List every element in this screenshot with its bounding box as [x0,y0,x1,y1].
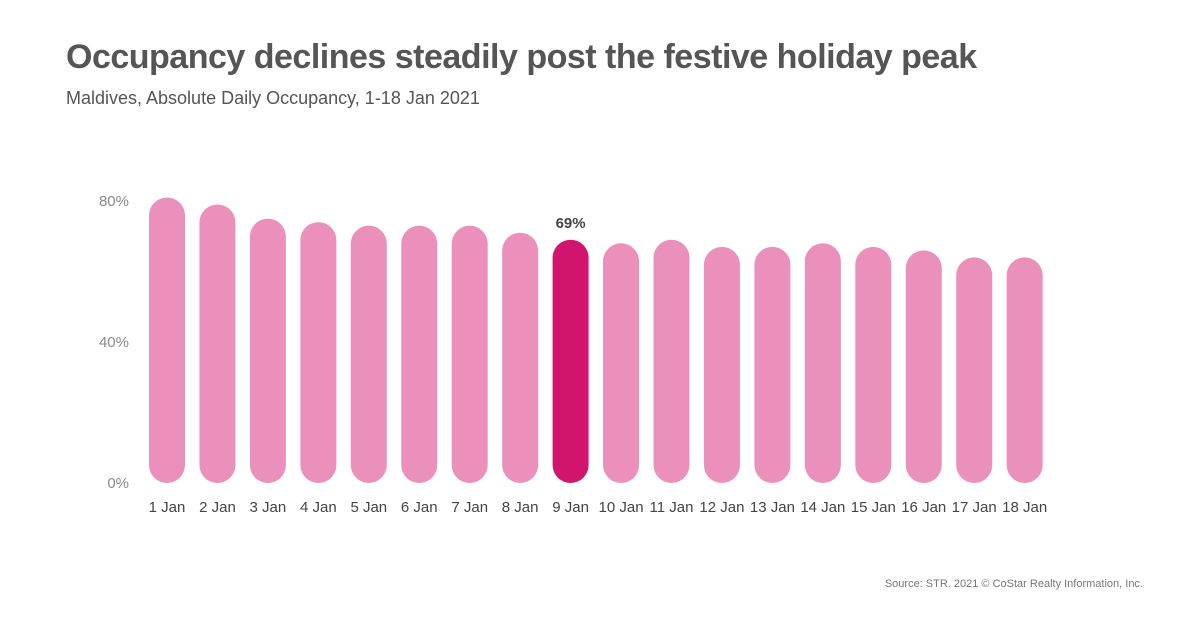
x-tick-label: 14 Jan [800,499,845,516]
x-tick-label: 6 Jan [401,499,438,516]
bar [149,197,185,483]
x-tick-label: 11 Jan [650,499,694,516]
bar [502,232,539,483]
y-tick-label: 0% [107,475,129,492]
chart-title: Occupancy declines steadily post the fes… [66,38,977,76]
x-tick-label: 2 Jan [199,499,236,516]
source-note: Source: STR. 2021 © CoStar Realty Inform… [884,578,1143,590]
bar [754,246,791,483]
x-tick-label: 12 Jan [699,499,744,516]
bar [956,257,993,483]
x-tick-label: 16 Jan [901,499,946,516]
x-tick-label: 5 Jan [350,499,387,516]
x-tick-label: 18 Jan [1002,499,1047,516]
data-label: 69% [556,215,586,232]
bar-highlighted [552,239,589,483]
x-tick-label: 13 Jan [750,499,795,516]
x-tick-label: 8 Jan [502,499,539,516]
bar [249,218,286,483]
y-tick-label: 40% [99,334,129,351]
x-tick-label: 1 Jan [149,499,186,516]
x-tick-label: 17 Jan [952,499,997,516]
x-tick-label: 4 Jan [300,499,337,516]
x-tick-label: 7 Jan [451,499,488,516]
x-tick-label: 3 Jan [250,499,287,516]
bar [199,204,236,483]
bar [300,222,337,483]
bar [451,225,488,484]
x-tick-label: 10 Jan [599,499,644,516]
bar [855,246,892,483]
bar [401,225,438,484]
bar [804,243,841,483]
bar [603,243,640,483]
bar [350,225,387,484]
bar [1006,257,1043,483]
bar [905,250,942,483]
chart-subtitle: Maldives, Absolute Daily Occupancy, 1-18… [66,88,480,108]
y-tick-label: 80% [99,193,129,210]
x-tick-label: 9 Jan [552,499,589,516]
bar [703,246,740,483]
x-tick-label: 15 Jan [851,499,896,516]
bar [653,239,690,483]
